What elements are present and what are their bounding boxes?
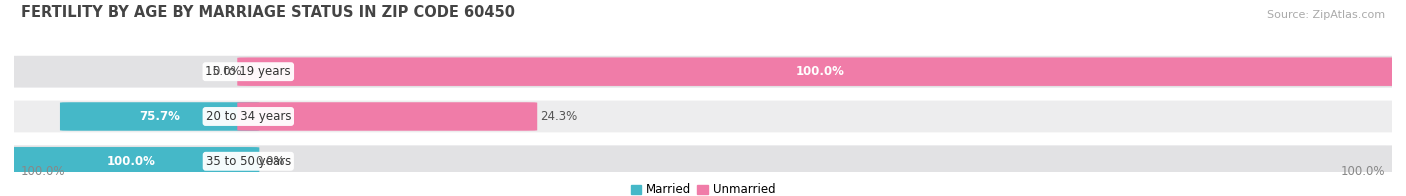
FancyBboxPatch shape bbox=[238, 57, 1403, 86]
Text: 15 to 19 years: 15 to 19 years bbox=[205, 65, 291, 78]
Text: 35 to 50 years: 35 to 50 years bbox=[205, 155, 291, 168]
Text: FERTILITY BY AGE BY MARRIAGE STATUS IN ZIP CODE 60450: FERTILITY BY AGE BY MARRIAGE STATUS IN Z… bbox=[21, 5, 515, 20]
Text: 0.0%: 0.0% bbox=[212, 65, 242, 78]
Text: 100.0%: 100.0% bbox=[796, 65, 845, 78]
Text: 20 to 34 years: 20 to 34 years bbox=[205, 110, 291, 123]
FancyBboxPatch shape bbox=[0, 145, 1406, 177]
Text: 75.7%: 75.7% bbox=[139, 110, 180, 123]
FancyBboxPatch shape bbox=[238, 102, 537, 131]
Legend: Married, Unmarried: Married, Unmarried bbox=[626, 179, 780, 196]
Text: 100.0%: 100.0% bbox=[107, 155, 156, 168]
FancyBboxPatch shape bbox=[0, 101, 1406, 132]
Text: 0.0%: 0.0% bbox=[256, 155, 285, 168]
FancyBboxPatch shape bbox=[0, 56, 1406, 88]
Text: Source: ZipAtlas.com: Source: ZipAtlas.com bbox=[1267, 10, 1385, 20]
Text: 100.0%: 100.0% bbox=[1340, 165, 1385, 178]
FancyBboxPatch shape bbox=[60, 102, 259, 131]
FancyBboxPatch shape bbox=[3, 147, 259, 176]
Text: 100.0%: 100.0% bbox=[21, 165, 66, 178]
Text: 24.3%: 24.3% bbox=[540, 110, 578, 123]
